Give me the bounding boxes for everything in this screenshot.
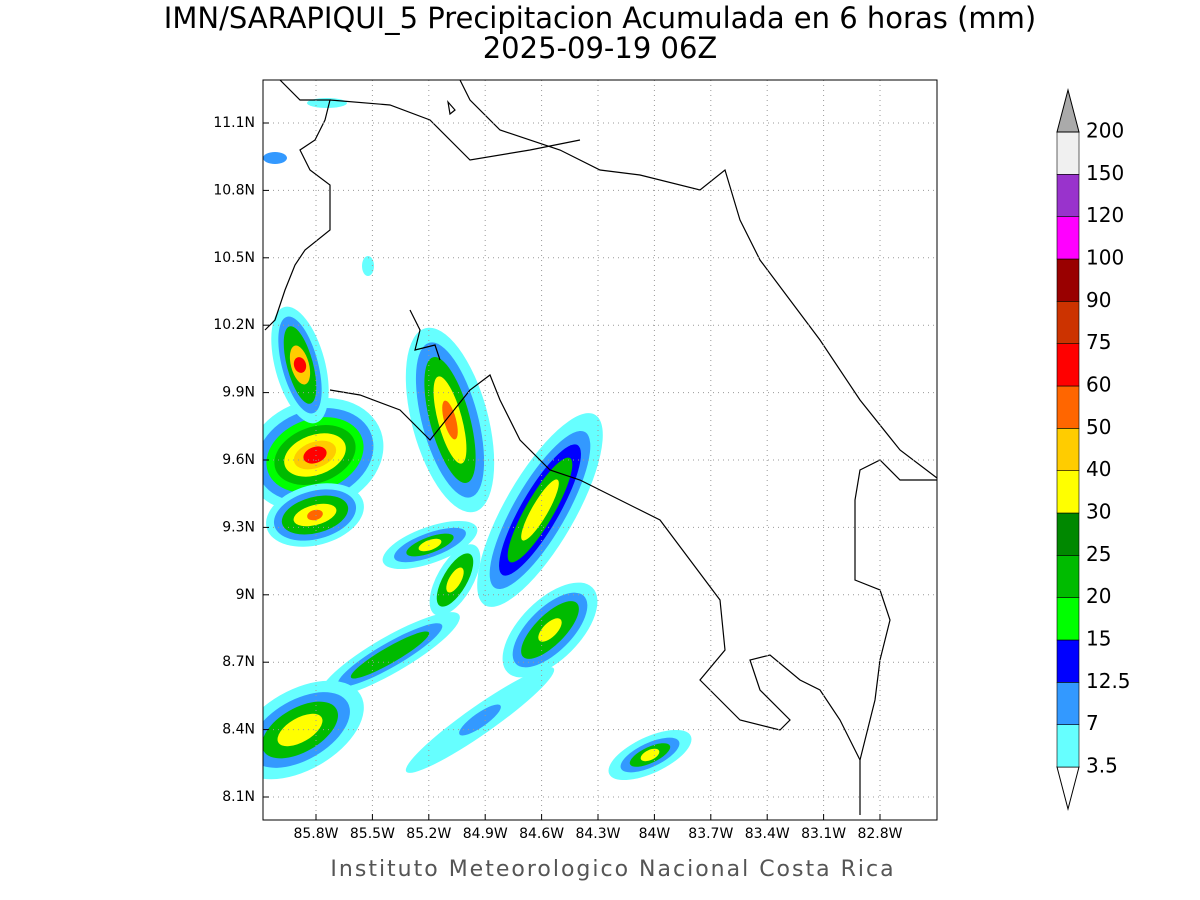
x-tick-label: 83.7W: [688, 826, 733, 842]
precipitation: [263, 98, 692, 781]
colorbar-swatch: [1056, 512, 1080, 556]
colorbar-label: 15: [1086, 627, 1111, 651]
x-tick-label: 84.9W: [463, 826, 508, 842]
colorbar-label: 200: [1086, 119, 1124, 143]
colorbar-swatch: [1056, 428, 1080, 471]
colorbar-swatch: [1056, 597, 1080, 641]
colorbar-swatch: [1056, 385, 1080, 429]
colorbar-label: 90: [1086, 288, 1111, 312]
y-tick-label: 9.9N: [222, 385, 255, 401]
colorbar-label: 25: [1086, 542, 1111, 566]
colorbar-swatch: [1056, 470, 1080, 514]
colorbar-swatch: [1056, 216, 1080, 260]
colorbar-swatch: [1056, 343, 1080, 387]
x-tick-label: 84.3W: [575, 826, 620, 842]
colorbar-under: [1056, 766, 1080, 811]
x-tick-label: 85.5W: [350, 826, 395, 842]
colorbar-label: 40: [1086, 457, 1111, 481]
y-tick-label: 10.2N: [213, 317, 255, 333]
colorbar-label: 75: [1086, 330, 1111, 354]
y-tick-label: 9.6N: [222, 452, 255, 468]
subtitle: 2025-09-19 06Z: [483, 31, 718, 65]
y-tick-label: 11.1N: [213, 115, 255, 131]
colorbar-label: 3.5: [1086, 754, 1118, 778]
y-tick-label: 9N: [236, 587, 255, 603]
colorbar: 3.5 7 12.5 15 20 25 30 40 50 60 75 90 100 120 150 200: [1056, 88, 1131, 811]
colorbar-over: [1056, 88, 1080, 133]
colorbar-swatch: [1056, 682, 1080, 725]
y-tick-label: 9.3N: [222, 519, 255, 535]
title: IMN/SARAPIQUI_5 Precipitacion Acumulada …: [164, 1, 1036, 35]
x-tick-label: 83.1W: [801, 826, 846, 842]
colorbar-label: 7: [1086, 711, 1099, 735]
colorbar-label: 30: [1086, 500, 1111, 524]
colorbar-label: 120: [1086, 203, 1124, 227]
colorbar-label: 100: [1086, 246, 1124, 270]
x-tick-label: 84.6W: [519, 826, 564, 842]
colorbar-label: 50: [1086, 415, 1111, 439]
y-tick-label: 10.8N: [213, 182, 255, 198]
x-tick-label: 83.4W: [745, 826, 790, 842]
colorbar-label: 20: [1086, 584, 1111, 608]
x-tick-label: 85.2W: [406, 826, 451, 842]
colorbar-swatch: [1056, 258, 1080, 302]
coastlines: [264, 80, 937, 815]
x-tick-label: 84W: [639, 826, 671, 842]
colorbar-label: 12.5: [1086, 669, 1131, 693]
x-tick-label: 85.8W: [293, 826, 338, 842]
y-tick-label: 8.7N: [222, 654, 255, 670]
colorbar-swatch: [1056, 555, 1080, 598]
colorbar-label: 150: [1086, 161, 1124, 185]
map-frame: [262, 79, 938, 821]
x-tick-label: 82.8W: [857, 826, 902, 842]
footer: Instituto Meteorologico Nacional Costa R…: [330, 857, 895, 882]
map-area: [263, 80, 937, 820]
colorbar-swatch: [1056, 131, 1080, 175]
colorbar-swatch: [1056, 301, 1080, 344]
colorbar-swatch: [1056, 639, 1080, 683]
y-tick-label: 8.1N: [222, 789, 255, 805]
y-tick-label: 8.4N: [222, 722, 255, 738]
colorbar-label: 60: [1086, 373, 1111, 397]
y-tick-label: 10.5N: [213, 250, 255, 266]
colorbar-swatch: [1056, 174, 1080, 217]
colorbar-swatch: [1056, 724, 1080, 768]
